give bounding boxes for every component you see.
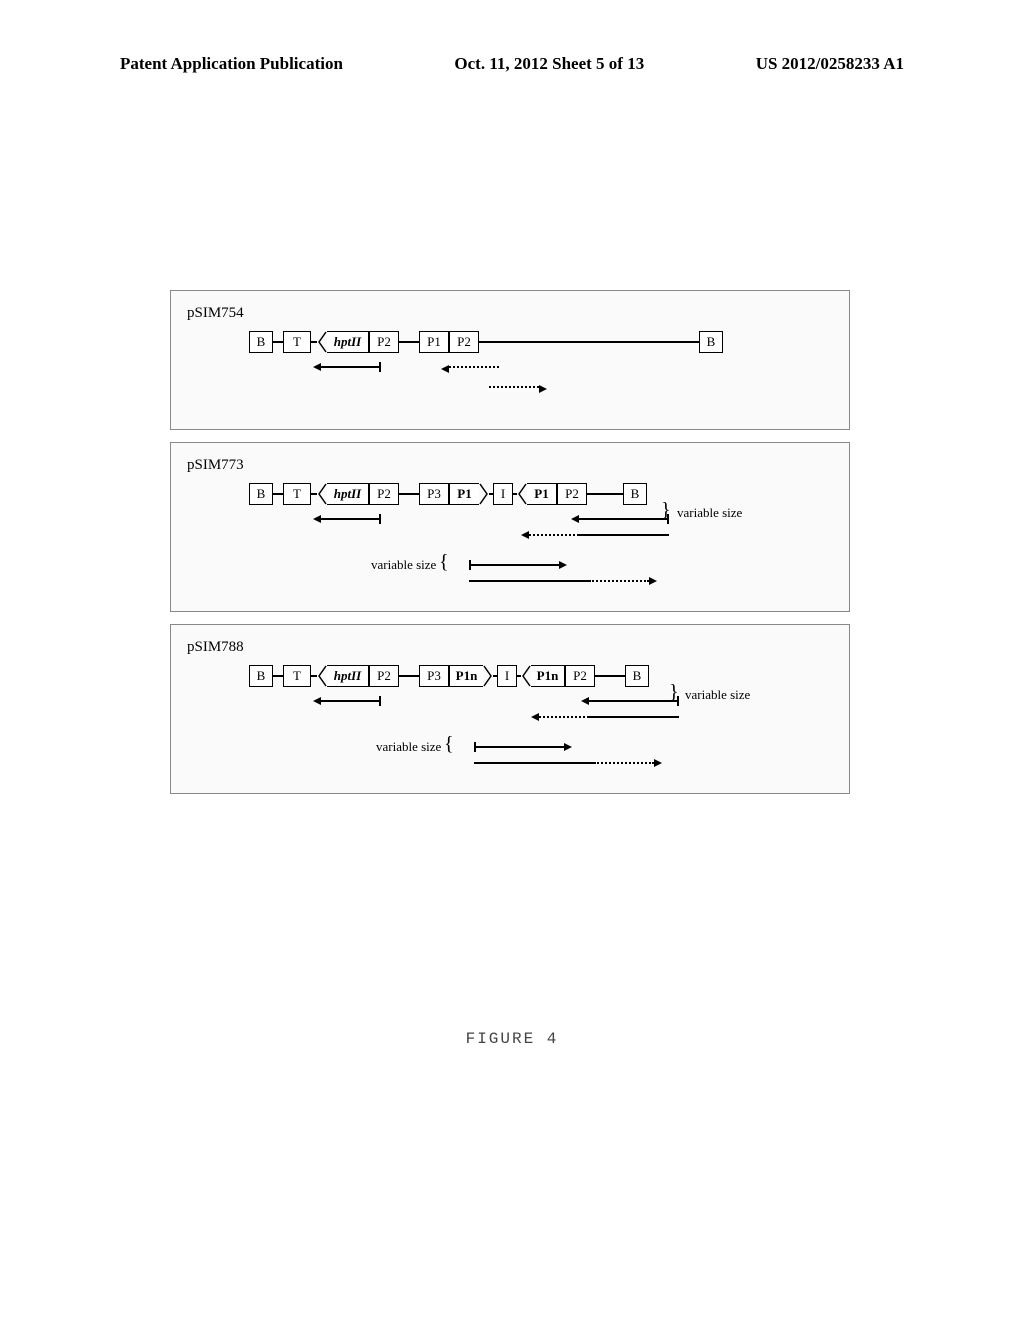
panel-psim773: pSIM773 B T hptII P2 P3 P1 I P1 P2 B [170, 442, 850, 612]
chevron-right [483, 665, 493, 687]
connector [399, 493, 419, 495]
element-P1: P1 [419, 331, 449, 353]
element-P1: P1 [527, 483, 557, 505]
element-T: T [283, 331, 311, 353]
arrow-row [249, 386, 833, 402]
construct-row: B T hptII P2 P1 P2 B [249, 328, 833, 356]
connector [399, 675, 419, 677]
chevron-left [317, 665, 327, 687]
page-header: Patent Application Publication Oct. 11, … [0, 54, 1024, 74]
variable-size-label: variable size [685, 687, 750, 703]
element-B: B [625, 665, 649, 687]
element-B: B [623, 483, 647, 505]
variable-size-label: variable size [371, 557, 436, 573]
connector [587, 493, 623, 495]
variable-size-label: variable size [677, 505, 742, 521]
arrow-row [249, 580, 833, 596]
header-center: Oct. 11, 2012 Sheet 5 of 13 [454, 54, 644, 74]
connector [595, 675, 625, 677]
element-P2: P2 [565, 665, 595, 687]
arrow-row [249, 366, 833, 382]
variable-size-label: variable size [376, 739, 441, 755]
element-hptII: hptII [327, 665, 369, 687]
arrow-row [249, 746, 833, 762]
brace-left: { [444, 733, 454, 756]
element-B: B [699, 331, 723, 353]
element-P3: P3 [419, 483, 449, 505]
element-T: T [283, 665, 311, 687]
connector [399, 341, 419, 343]
brace-right: } [661, 499, 671, 522]
element-P2: P2 [369, 331, 399, 353]
connector [273, 675, 283, 677]
panel-label: pSIM754 [187, 305, 833, 322]
element-P1n: P1n [449, 665, 483, 687]
element-P2: P2 [449, 331, 479, 353]
element-P1: P1 [449, 483, 479, 505]
arrow-row [249, 762, 833, 778]
element-P2: P2 [557, 483, 587, 505]
arrow-row [249, 534, 833, 550]
connector [479, 341, 699, 343]
brace-right: } [669, 681, 679, 704]
panel-psim754: pSIM754 B T hptII P2 P1 P2 B [170, 290, 850, 430]
chevron-left [317, 331, 327, 353]
element-P2: P2 [369, 483, 399, 505]
figure-diagram: pSIM754 B T hptII P2 P1 P2 B pSIM773 B [170, 290, 850, 806]
element-P1n: P1n [531, 665, 565, 687]
chevron-right [479, 483, 489, 505]
construct-row: B T hptII P2 P3 P1n I P1n P2 B [249, 662, 833, 690]
chevron-left [521, 665, 531, 687]
connector [273, 341, 283, 343]
figure-caption: FIGURE 4 [0, 1030, 1024, 1048]
arrow-row [249, 518, 833, 534]
element-P3: P3 [419, 665, 449, 687]
arrow-row [249, 564, 833, 580]
element-I: I [493, 483, 513, 505]
construct-row: B T hptII P2 P3 P1 I P1 P2 B [249, 480, 833, 508]
chevron-left [517, 483, 527, 505]
header-right: US 2012/0258233 A1 [756, 54, 904, 74]
element-I: I [497, 665, 517, 687]
panel-psim788: pSIM788 B T hptII P2 P3 P1n I P1n P2 B [170, 624, 850, 794]
element-B: B [249, 665, 273, 687]
header-left: Patent Application Publication [120, 54, 343, 74]
panel-label: pSIM788 [187, 639, 833, 656]
element-B: B [249, 331, 273, 353]
element-P2: P2 [369, 665, 399, 687]
element-T: T [283, 483, 311, 505]
brace-left: { [439, 551, 449, 574]
element-hptII: hptII [327, 331, 369, 353]
element-B: B [249, 483, 273, 505]
panel-label: pSIM773 [187, 457, 833, 474]
chevron-left [317, 483, 327, 505]
arrow-row [249, 716, 833, 732]
element-hptII: hptII [327, 483, 369, 505]
connector [273, 493, 283, 495]
